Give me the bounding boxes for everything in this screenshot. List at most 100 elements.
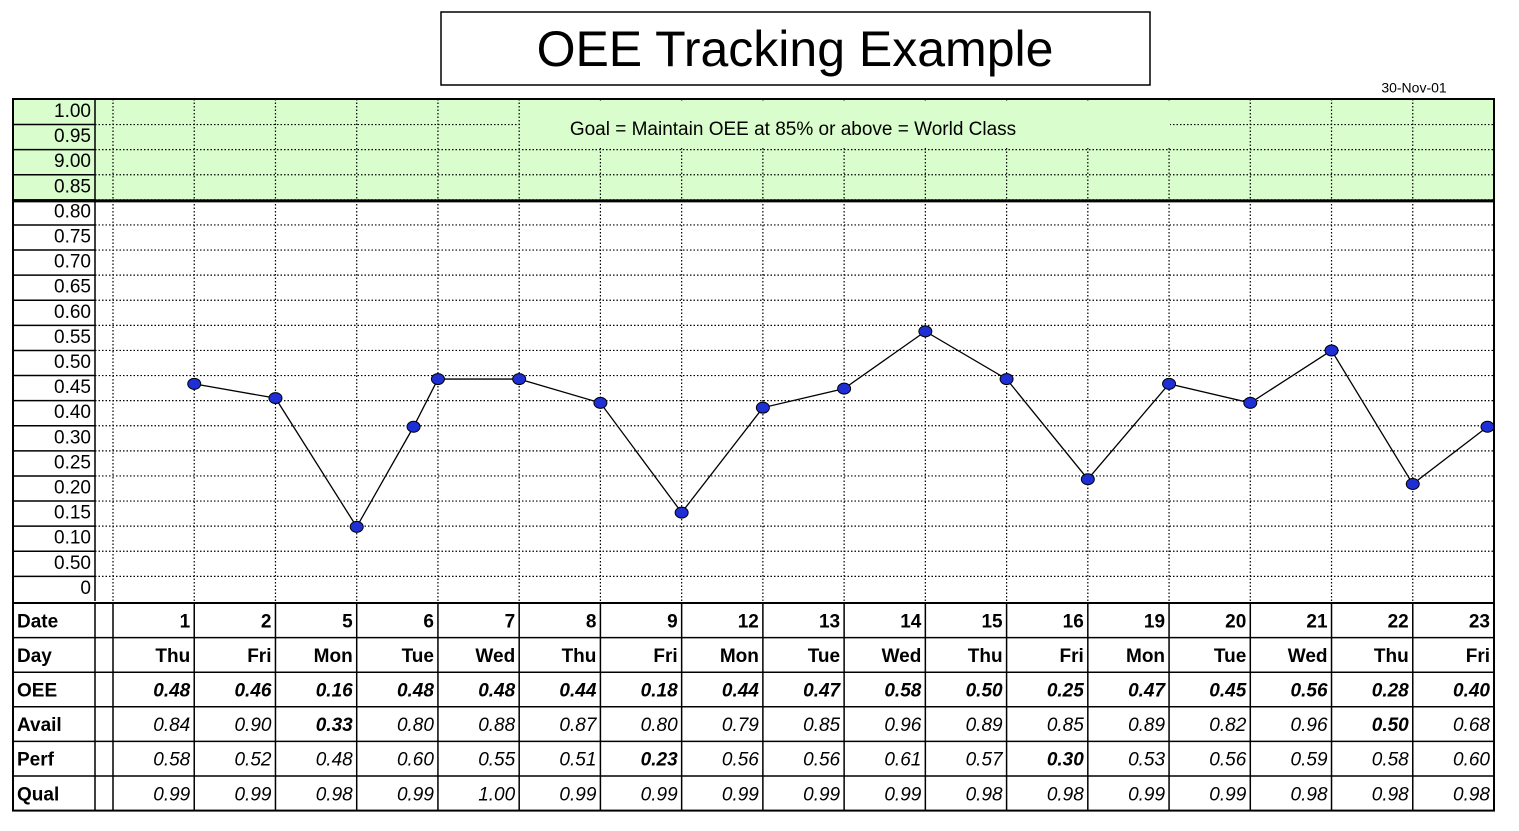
table-cell: 0.56	[722, 750, 759, 771]
table-cell: 0.53	[1128, 750, 1165, 771]
title-box	[440, 11, 1151, 86]
title: OEE Tracking Example	[537, 21, 1054, 77]
oee-point	[999, 373, 1014, 386]
frame	[12, 98, 1495, 812]
table-cell: 0.40	[1453, 681, 1490, 702]
table-cell: 8	[586, 611, 597, 632]
table-cell: 20	[1225, 611, 1246, 632]
table-cell: 1	[180, 611, 191, 632]
row-label: 0.65	[54, 277, 91, 298]
table-cell: 0.51	[559, 750, 596, 771]
oee-point	[1405, 477, 1420, 490]
row-label: 0.60	[54, 302, 91, 323]
table-cell: 7	[505, 611, 516, 632]
table-cell: 0.85	[1047, 715, 1084, 736]
table-cell: 0.18	[641, 681, 678, 702]
table-cell: 15	[981, 611, 1003, 632]
table-cell: 0.30	[1047, 750, 1084, 771]
table-cell: 0.98	[1047, 784, 1084, 805]
table-cell: 0.48	[153, 681, 190, 702]
table-cell: 0.99	[641, 784, 678, 805]
row-label: 0.75	[54, 227, 91, 248]
table-cell: 0.56	[803, 750, 840, 771]
row-label: 0.25	[54, 452, 91, 473]
table-cell: 0.23	[641, 750, 678, 771]
table-cell: 0.48	[316, 750, 353, 771]
table-cell: 0.25	[1047, 681, 1084, 702]
row-label: 0.55	[54, 327, 91, 348]
table-cell: 0.48	[397, 681, 434, 702]
table-cell: Thu	[1374, 646, 1409, 667]
table-cell: 0.47	[1128, 681, 1166, 702]
table-cell: 0.60	[1453, 750, 1490, 771]
table-cell: 0.99	[722, 784, 759, 805]
table-cell: 19	[1144, 611, 1165, 632]
table-cell: 6	[423, 611, 434, 632]
table-cell: 5	[342, 611, 353, 632]
table-cell: Wed	[475, 646, 515, 667]
table-cell: 0.50	[1372, 715, 1409, 736]
row-label: 0.45	[54, 377, 91, 398]
table-header: Qual	[17, 784, 59, 805]
table-cell: 0.98	[966, 784, 1003, 805]
goal-text: Goal = Maintain OEE at 85% or above = Wo…	[570, 119, 1016, 140]
table-cell: 0.80	[641, 715, 678, 736]
table-cell: 0.99	[1128, 784, 1165, 805]
table-cell: Tue	[1214, 646, 1246, 667]
oee-point	[593, 396, 608, 409]
table-cell: 0.89	[966, 715, 1003, 736]
table-cell: 0.88	[478, 715, 515, 736]
row-label: 0.70	[54, 252, 91, 273]
table-header: Date	[17, 611, 58, 632]
table-cell: 23	[1469, 611, 1490, 632]
table-cell: 0.56	[1291, 681, 1328, 702]
table-header: OEE	[17, 681, 57, 702]
table-cell: Fri	[1466, 646, 1490, 667]
oee-point	[755, 401, 770, 414]
table-cell: 0.56	[1209, 750, 1246, 771]
table-cell: Thu	[562, 646, 597, 667]
table-cell: 0.68	[1453, 715, 1490, 736]
row-label: 9.00	[54, 151, 91, 172]
table-cell: 0.60	[397, 750, 434, 771]
table-cell: 0.96	[884, 715, 921, 736]
table-header: Avail	[17, 715, 62, 736]
oee-point	[918, 325, 933, 338]
table-cell: 1.00	[478, 784, 515, 805]
table-cell: 0.57	[966, 750, 1004, 771]
table-cell: 0.85	[803, 715, 840, 736]
table-cell: 16	[1063, 611, 1084, 632]
table-cell: 0.98	[1453, 784, 1490, 805]
table-cell: 0.99	[153, 784, 190, 805]
table-cell: 0.99	[559, 784, 596, 805]
oee-line	[194, 330, 1488, 529]
table-cell: Tue	[808, 646, 840, 667]
table-cell: 0.28	[1372, 681, 1409, 702]
goal-text-area	[520, 101, 1170, 148]
table-cell: Fri	[1060, 646, 1084, 667]
table-cell: 0.61	[884, 750, 921, 771]
oee-point	[674, 506, 689, 519]
table-cell: 0.98	[1372, 784, 1409, 805]
table-cell: Thu	[968, 646, 1003, 667]
table-cell: 0.99	[234, 784, 271, 805]
table-cell: 0.50	[966, 681, 1003, 702]
oee-point	[1480, 420, 1495, 433]
table-cell: 0.96	[1291, 715, 1328, 736]
table-cell: 0.79	[722, 715, 759, 736]
table-cell: 0.52	[234, 750, 271, 771]
table-cell: Thu	[155, 646, 190, 667]
table-cell: 0.44	[559, 681, 596, 702]
table-cell: 0.99	[803, 784, 840, 805]
oee-point	[1324, 344, 1339, 357]
table-cell: 0.59	[1291, 750, 1328, 771]
table-cell: Wed	[882, 646, 922, 667]
table-cell: 0.58	[153, 750, 190, 771]
table-cell: 14	[900, 611, 922, 632]
table-cell: 0.90	[234, 715, 271, 736]
row-label: 0.30	[54, 427, 91, 448]
table-cell: 0.98	[1291, 784, 1328, 805]
table-cell: Tue	[402, 646, 434, 667]
